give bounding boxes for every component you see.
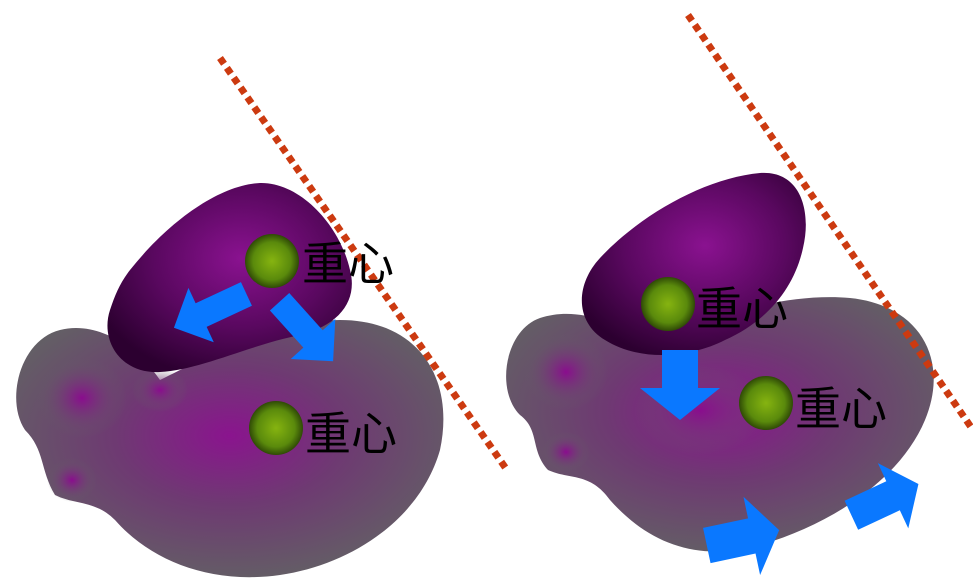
left-ground-spot-3 (47, 458, 97, 502)
left-upper-centroid-label: 重心 (302, 237, 394, 291)
right-lower-centroid-label: 重心 (795, 382, 887, 436)
right-ground-spot-2 (542, 432, 590, 472)
left-upper-centroid-dot (245, 234, 299, 288)
right-upper-centroid-label: 重心 (696, 282, 788, 336)
right-lower-centroid-dot (739, 376, 793, 430)
right-arrow-right (844, 463, 919, 530)
left-lower-centroid-dot (249, 401, 303, 455)
left-scene: 重心 重心 (16, 55, 510, 578)
right-ground-spot-1 (524, 334, 608, 410)
left-ground-spot-2 (132, 368, 188, 412)
right-arrow-bottom (703, 496, 780, 576)
left-lower-centroid-label: 重心 (305, 407, 397, 461)
left-arrow-down-right (269, 293, 336, 362)
right-scene: 重心 重心 (506, 13, 973, 576)
right-rock (581, 172, 806, 356)
right-upper-centroid-dot (641, 277, 695, 331)
right-arrow-down (640, 350, 720, 420)
left-arrow-up-left (173, 282, 252, 343)
left-ground-spot-1 (37, 358, 127, 438)
